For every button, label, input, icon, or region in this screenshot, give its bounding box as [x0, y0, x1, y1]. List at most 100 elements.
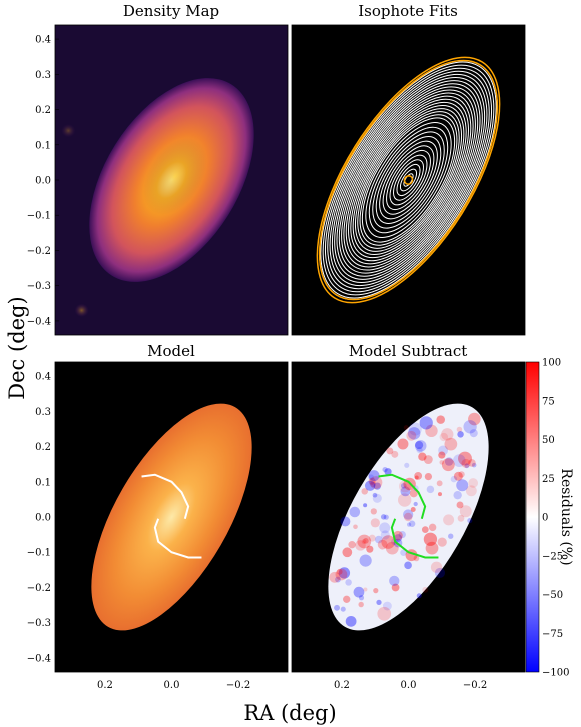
- x-tick-label: 0.2: [334, 680, 350, 691]
- residual-patch: [467, 517, 473, 524]
- residual-patch: [373, 588, 379, 594]
- colorbar-label: Residuals (%): [558, 468, 574, 565]
- colorbar-tick-label: 75: [542, 396, 555, 407]
- residual-ellipse: [328, 403, 489, 631]
- density-map-layer: [61, 78, 254, 317]
- residual-patch: [372, 492, 378, 498]
- residual-patch: [382, 601, 392, 611]
- residual-patch: [406, 522, 412, 527]
- isophote-ellipse: [386, 150, 431, 210]
- residual-patch: [335, 568, 348, 581]
- y-tick-label: 0.1: [35, 140, 51, 151]
- residual-patch: [373, 482, 381, 490]
- residual-patch: [391, 450, 399, 458]
- isophote-ellipse: [375, 136, 442, 224]
- density-blob: [143, 137, 207, 216]
- residual-patch: [438, 451, 446, 459]
- isophote-ellipse: [324, 67, 493, 293]
- residual-patch: [377, 606, 392, 621]
- colorbar-tick-label: −25: [542, 551, 563, 562]
- residual-patch: [457, 431, 464, 438]
- residual-patch: [414, 440, 427, 452]
- residual-patch: [457, 514, 465, 522]
- residual-patch: [464, 463, 470, 469]
- residual-patch: [453, 471, 463, 481]
- residual-patch: [423, 455, 433, 465]
- y-tick-label: −0.1: [27, 211, 51, 222]
- residual-patch: [410, 506, 416, 512]
- residual-patch: [413, 555, 420, 562]
- highlighted-isophote: [403, 175, 414, 185]
- residual-patch: [334, 604, 340, 611]
- residual-patch: [340, 516, 351, 527]
- isophote-panel: [292, 25, 525, 335]
- residual-patch: [403, 509, 414, 520]
- residual-patch: [368, 477, 376, 485]
- residual-patch: [408, 422, 422, 436]
- isophote-ellipse: [379, 140, 438, 220]
- x-tick-label: 0.0: [401, 680, 417, 691]
- y-tick-label: 0.0: [35, 176, 51, 187]
- residual-patch: [370, 481, 376, 487]
- residual-patch: [465, 485, 477, 497]
- panel-title-residual: Model Subtract: [349, 342, 468, 360]
- colorbar-tick-label: −100: [542, 668, 569, 679]
- y-tick-label: −0.4: [27, 653, 51, 664]
- residual-patch: [393, 530, 403, 541]
- panel-title-isophote: Isophote Fits: [358, 2, 458, 20]
- residual-patch: [353, 524, 358, 530]
- colorbar-tick-label: 25: [542, 474, 555, 485]
- y-tick-label: 0.4: [35, 35, 51, 46]
- colorbar-tick-label: −50: [542, 590, 563, 601]
- residual-patch: [366, 545, 374, 553]
- residual-patch: [364, 480, 376, 491]
- panel-frame: [291, 361, 526, 673]
- isophote-ellipse: [334, 80, 483, 280]
- residual-patch: [414, 471, 423, 480]
- x-tick-label: 0.0: [164, 680, 180, 691]
- y-tick-label: −0.2: [27, 246, 51, 257]
- residual-patch: [370, 518, 380, 528]
- isophote-ellipse: [322, 64, 495, 296]
- residual-patch: [359, 554, 372, 567]
- isophote-ellipse: [352, 104, 465, 256]
- isophote-ellipse: [393, 159, 424, 201]
- panel-frame: [54, 361, 289, 673]
- residual-patch: [458, 471, 465, 478]
- x-tick-label: 0.2: [97, 680, 113, 691]
- residual-patch: [423, 532, 438, 546]
- isophote-ellipse: [343, 92, 474, 268]
- residual-patch: [434, 567, 446, 578]
- residual-patch: [438, 445, 449, 456]
- residual-patch: [437, 537, 447, 547]
- isophote-ellipse: [389, 154, 428, 206]
- residual-patch: [436, 415, 446, 424]
- colorbar-tick-label: −75: [542, 629, 563, 640]
- y-tick-label: 0.1: [35, 477, 51, 488]
- residual-patch: [377, 539, 388, 550]
- highlighted-isophote: [318, 59, 499, 301]
- residual-patch: [459, 505, 472, 518]
- residual-patch: [345, 615, 357, 627]
- residual-patch: [439, 460, 445, 465]
- residual-patch: [443, 514, 455, 526]
- residual-patch: [426, 485, 435, 494]
- residual-patch: [355, 540, 366, 551]
- residual-patch: [382, 466, 388, 473]
- panel-frame: [291, 24, 526, 336]
- residual-patch: [380, 514, 387, 520]
- isophote-ellipse: [329, 73, 488, 287]
- y-tick-label: 0.0: [35, 513, 51, 524]
- residual-patch: [419, 416, 433, 430]
- isophote-ellipse: [365, 122, 452, 238]
- residual-patch: [441, 458, 455, 472]
- residual-patch: [407, 427, 421, 440]
- residual-patch: [452, 454, 466, 467]
- colorbar-tick-label: 0: [542, 513, 548, 524]
- panel-title-density: Density Map: [123, 2, 219, 20]
- spiral-arm-overlay: [378, 473, 427, 520]
- y-tick-label: −0.3: [27, 618, 51, 629]
- spiral-arm-overlay: [390, 518, 439, 559]
- density-blob: [74, 303, 89, 317]
- residual-patch: [425, 424, 438, 438]
